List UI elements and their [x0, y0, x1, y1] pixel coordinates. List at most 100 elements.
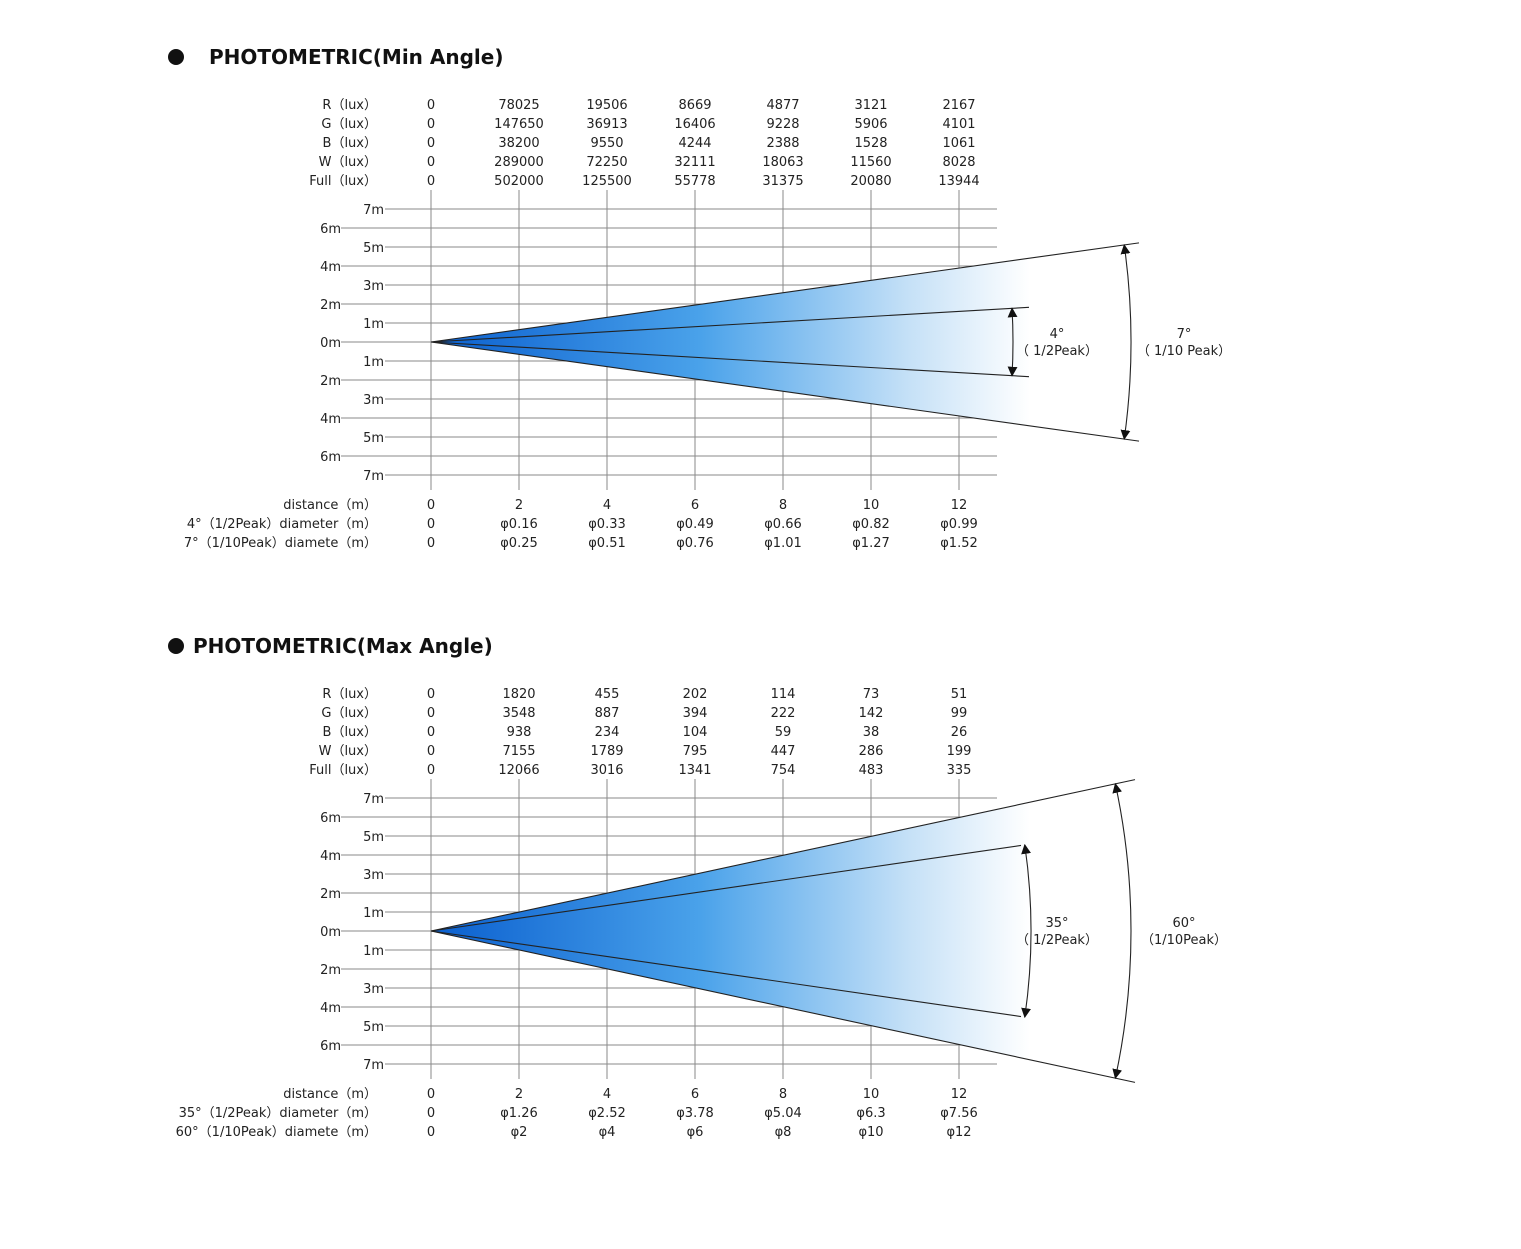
lux-row-label: W（lux） [319, 744, 377, 759]
lux-value: 26 [951, 725, 968, 740]
lux-value: 5906 [854, 117, 887, 132]
lux-row-label: B（lux） [323, 725, 377, 740]
lux-value: 394 [683, 706, 708, 721]
lux-value: 199 [947, 744, 972, 759]
beam-fill [431, 258, 1030, 426]
scale-label-left: 6m [320, 450, 341, 465]
lux-value: 4101 [942, 117, 975, 132]
diameter-row-label: 4°（1/2Peak）diameter（m） [187, 517, 377, 532]
outer-angle-value: 7° [1177, 327, 1192, 342]
lux-value: 795 [683, 744, 708, 759]
inner-beam-edge [430, 306, 1030, 343]
lux-value: 125500 [582, 174, 632, 189]
lux-value: 3548 [502, 706, 535, 721]
lux-value: 99 [951, 706, 968, 721]
diameter-value: φ6.3 [856, 1106, 885, 1121]
diameter-row-label: 35°（1/2Peak）diameter（m） [179, 1106, 377, 1121]
photometric-section-max: PHOTOMETRIC(Max Angle) R（lux） 0 1820 455 202 1… [168, 634, 1227, 1140]
diameter-value: φ0.82 [852, 517, 890, 532]
lux-value: 78025 [498, 98, 539, 113]
lux-value: 9228 [766, 117, 799, 132]
diameter-value: 0 [427, 1125, 435, 1140]
lux-value: 3121 [854, 98, 887, 113]
outer-angle-label: （1/10Peak） [1141, 933, 1227, 948]
lux-value: 147650 [494, 117, 544, 132]
distance-value: 4 [603, 1087, 611, 1102]
distance-label: distance（m） [283, 498, 377, 513]
lux-value: 51 [951, 687, 968, 702]
diameter-value: φ0.33 [588, 517, 626, 532]
bullet-icon [168, 49, 184, 65]
lux-value: 72250 [586, 155, 627, 170]
scale-label-left: 2m [320, 298, 341, 313]
lux-value: 36913 [586, 117, 627, 132]
distance-value: 12 [951, 1087, 968, 1102]
lux-value: 38 [863, 725, 880, 740]
scale-label-right: 7m [363, 792, 384, 807]
lux-value: 38200 [498, 136, 539, 151]
scale-label-left: 6m [320, 811, 341, 826]
lux-row-label: G（lux） [321, 706, 377, 721]
scale-label-left: 0m [320, 336, 341, 351]
lux-value: 18063 [762, 155, 803, 170]
lux-value: 286 [859, 744, 884, 759]
diameter-value: φ0.49 [676, 517, 714, 532]
scale-label-right: 3m [363, 393, 384, 408]
lux-value: 0 [427, 744, 435, 759]
distance-value: 10 [863, 498, 880, 513]
outer-angle-label: （ 1/10 Peak） [1137, 344, 1231, 359]
lux-value: 234 [595, 725, 620, 740]
lux-row-label: R（lux） [322, 98, 377, 113]
diameter-value: φ4 [599, 1125, 616, 1140]
diameter-value: φ1.26 [500, 1106, 538, 1121]
distance-value: 6 [691, 1087, 699, 1102]
scale-label-right: 7m [363, 469, 384, 484]
outer-beam-edge [430, 242, 1140, 343]
lux-value: 31375 [762, 174, 803, 189]
lux-row-label: W（lux） [319, 155, 377, 170]
scale-label-right: 5m [363, 830, 384, 845]
lux-value: 222 [771, 706, 796, 721]
lux-value: 754 [771, 763, 796, 778]
scale-label-left: 4m [320, 849, 341, 864]
lux-row-label: R（lux） [322, 687, 377, 702]
outer-angle-arc [1112, 782, 1132, 1080]
scale-label-left: 2m [320, 963, 341, 978]
scale-label-left: 2m [320, 374, 341, 389]
lux-value: 12066 [498, 763, 539, 778]
diameter-row-label: 7°（1/10Peak）diamete（m） [184, 536, 377, 551]
section-title: PHOTOMETRIC(Min Angle) [209, 45, 503, 69]
outer-angle-arc [1120, 243, 1132, 441]
distance-value: 8 [779, 1087, 787, 1102]
scale-label-left: 4m [320, 260, 341, 275]
distance-value: 0 [427, 1087, 435, 1102]
distance-value: 8 [779, 498, 787, 513]
diameter-value: φ7.56 [940, 1106, 978, 1121]
scale-label-right: 1m [363, 317, 384, 332]
diameter-value: 0 [427, 517, 435, 532]
lux-value: 0 [427, 706, 435, 721]
scale-label-left: 4m [320, 1001, 341, 1016]
lux-value: 8669 [678, 98, 711, 113]
lux-row-label: Full（lux） [309, 763, 377, 778]
lux-value: 142 [859, 706, 884, 721]
lux-value: 483 [859, 763, 884, 778]
diameter-value: φ10 [858, 1125, 883, 1140]
outer-angle-value: 60° [1172, 916, 1195, 931]
diameter-value: φ1.27 [852, 536, 890, 551]
diameter-value: φ0.66 [764, 517, 802, 532]
lux-value: 114 [771, 687, 796, 702]
diameter-value: φ2.52 [588, 1106, 626, 1121]
distance-value: 4 [603, 498, 611, 513]
lux-value: 1528 [854, 136, 887, 151]
lux-value: 1341 [678, 763, 711, 778]
inner-angle-value: 35° [1045, 916, 1068, 931]
lux-value: 0 [427, 98, 435, 113]
lux-value: 11560 [850, 155, 891, 170]
scale-label-right: 3m [363, 982, 384, 997]
lux-value: 20080 [850, 174, 891, 189]
lux-value: 0 [427, 117, 435, 132]
lux-value: 455 [595, 687, 620, 702]
distance-value: 10 [863, 1087, 880, 1102]
diameter-value: φ0.25 [500, 536, 538, 551]
